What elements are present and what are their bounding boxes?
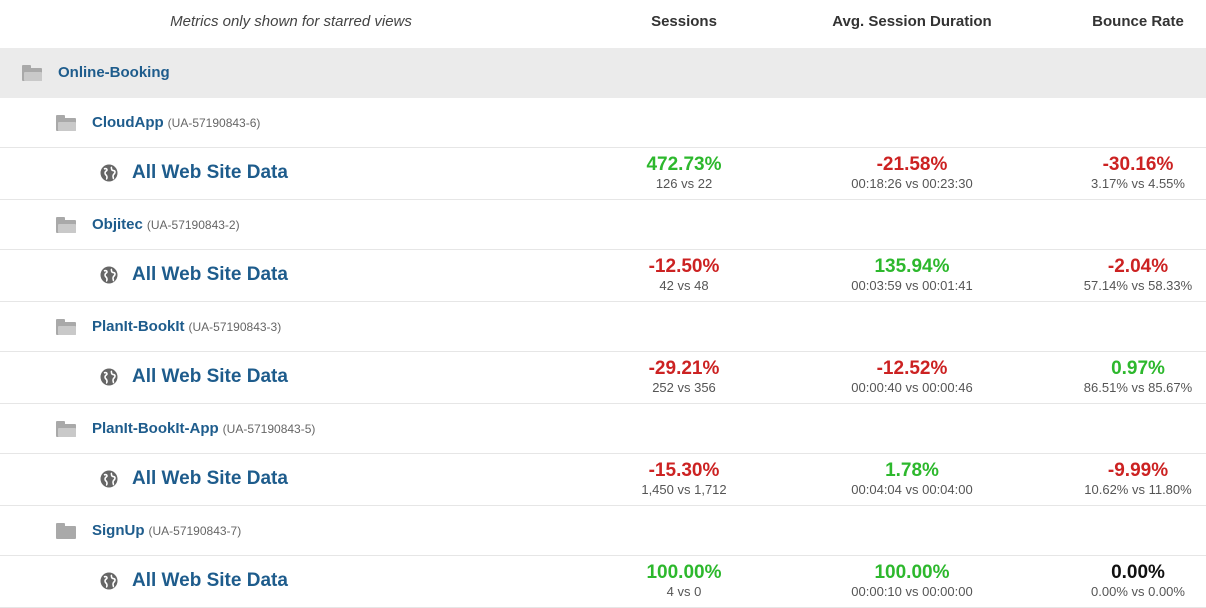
duration-change: 135.94%	[874, 256, 950, 277]
account-name[interactable]: SignUp (UA-57190843-7)	[92, 522, 242, 539]
bounce-change: 0.97%	[1111, 358, 1165, 379]
duration-metric: -21.58% 00:18:26 vs 00:23:30	[811, 154, 1013, 192]
folder-open-icon	[56, 115, 76, 131]
view-row[interactable]: All Web Site Data -12.50% 42 vs 48 135.94…	[0, 250, 1206, 302]
folder-open-icon	[56, 319, 76, 335]
sessions-metric: -12.50% 42 vs 48	[604, 256, 764, 294]
sessions-change: -15.30%	[648, 460, 720, 481]
avg-session-duration-column-header[interactable]: Avg. Session Duration	[832, 13, 992, 30]
bounce-comparison: 57.14% vs 58.33%	[1083, 278, 1193, 293]
sessions-change: -29.21%	[648, 358, 720, 379]
account-name[interactable]: PlanIt-BookIt (UA-57190843-3)	[92, 318, 282, 335]
account-name[interactable]: Objitec (UA-57190843-2)	[92, 216, 240, 233]
duration-change: 100.00%	[874, 562, 950, 583]
sessions-metric: -29.21% 252 vs 356	[604, 358, 764, 396]
group-name[interactable]: Online-Booking	[58, 64, 170, 81]
sessions-comparison: 4 vs 0	[666, 584, 702, 599]
sessions-comparison: 1,450 vs 1,712	[641, 482, 727, 497]
globe-icon	[100, 572, 118, 590]
bounce-change: -9.99%	[1107, 460, 1169, 481]
bounce-change: 0.00%	[1111, 562, 1165, 583]
duration-metric: 1.78% 00:04:04 vs 00:04:00	[811, 460, 1013, 498]
folder-open-icon	[56, 217, 76, 233]
globe-icon	[100, 470, 118, 488]
globe-icon	[100, 266, 118, 284]
duration-comparison: 00:00:40 vs 00:00:46	[851, 380, 973, 395]
view-row[interactable]: All Web Site Data -15.30% 1,450 vs 1,712 …	[0, 454, 1206, 506]
bounce-comparison: 86.51% vs 85.67%	[1083, 380, 1193, 395]
starred-views-note: Metrics only shown for starred views	[170, 13, 412, 30]
folder-open-icon	[56, 421, 76, 437]
sessions-change: 100.00%	[646, 562, 722, 583]
view-name-link[interactable]: All Web Site Data	[132, 366, 288, 387]
sessions-change: 472.73%	[646, 154, 722, 175]
account-row[interactable]: SignUp (UA-57190843-7)	[0, 506, 1206, 556]
view-name-link[interactable]: All Web Site Data	[132, 468, 288, 489]
duration-change: -21.58%	[876, 154, 948, 175]
globe-icon	[100, 368, 118, 386]
account-row[interactable]: Objitec (UA-57190843-2)	[0, 200, 1206, 250]
bounce-change: -30.16%	[1102, 154, 1174, 175]
account-row[interactable]: PlanIt-BookIt (UA-57190843-3)	[0, 302, 1206, 352]
bounce-comparison: 10.62% vs 11.80%	[1084, 482, 1192, 497]
duration-comparison: 00:00:10 vs 00:00:00	[851, 584, 973, 599]
sessions-change: -12.50%	[648, 256, 720, 277]
bounce-rate-column-header[interactable]: Bounce Rate	[1092, 13, 1184, 30]
account-id: (UA-57190843-3)	[188, 320, 282, 334]
view-name-link[interactable]: All Web Site Data	[132, 570, 288, 591]
sessions-metric: -15.30% 1,450 vs 1,712	[604, 460, 764, 498]
bounce-metric: 0.97% 86.51% vs 85.67%	[1068, 358, 1206, 396]
bounce-comparison: 0.00% vs 0.00%	[1091, 584, 1185, 599]
group-row-online-booking[interactable]: Online-Booking	[0, 48, 1206, 98]
sessions-column-header[interactable]: Sessions	[651, 13, 717, 30]
duration-metric: 100.00% 00:00:10 vs 00:00:00	[811, 562, 1013, 600]
globe-icon	[100, 164, 118, 182]
account-row[interactable]: PlanIt-BookIt-App (UA-57190843-5)	[0, 404, 1206, 454]
account-id: (UA-57190843-7)	[148, 524, 242, 538]
duration-change: 1.78%	[885, 460, 939, 481]
duration-metric: -12.52% 00:00:40 vs 00:00:46	[811, 358, 1013, 396]
bounce-metric: -2.04% 57.14% vs 58.33%	[1068, 256, 1206, 294]
account-id: (UA-57190843-6)	[167, 116, 261, 130]
sessions-comparison: 252 vs 356	[652, 380, 716, 395]
view-row[interactable]: All Web Site Data 100.00% 4 vs 0 100.00% 0…	[0, 556, 1206, 608]
bounce-metric: -30.16% 3.17% vs 4.55%	[1068, 154, 1206, 192]
table-header: Metrics only shown for starred views Ses…	[0, 0, 1206, 48]
account-id: (UA-57190843-2)	[146, 218, 240, 232]
view-row[interactable]: All Web Site Data -29.21% 252 vs 356 -12.…	[0, 352, 1206, 404]
sessions-metric: 100.00% 4 vs 0	[604, 562, 764, 600]
sessions-comparison: 42 vs 48	[659, 278, 709, 293]
view-name-link[interactable]: All Web Site Data	[132, 162, 288, 183]
bounce-metric: 0.00% 0.00% vs 0.00%	[1068, 562, 1206, 600]
duration-metric: 135.94% 00:03:59 vs 00:01:41	[811, 256, 1013, 294]
bounce-metric: -9.99% 10.62% vs 11.80%	[1068, 460, 1206, 498]
folder-open-icon	[22, 65, 42, 81]
view-name-link[interactable]: All Web Site Data	[132, 264, 288, 285]
account-id: (UA-57190843-5)	[222, 422, 316, 436]
duration-comparison: 00:03:59 vs 00:01:41	[851, 278, 973, 293]
duration-comparison: 00:18:26 vs 00:23:30	[851, 176, 973, 191]
account-row[interactable]: CloudApp (UA-57190843-6)	[0, 98, 1206, 148]
duration-change: -12.52%	[876, 358, 948, 379]
duration-comparison: 00:04:04 vs 00:04:00	[851, 482, 973, 497]
bounce-comparison: 3.17% vs 4.55%	[1091, 176, 1185, 191]
sessions-comparison: 126 vs 22	[655, 176, 713, 191]
bounce-change: -2.04%	[1107, 256, 1169, 277]
account-name[interactable]: CloudApp (UA-57190843-6)	[92, 114, 261, 131]
folder-icon	[56, 523, 76, 539]
account-name[interactable]: PlanIt-BookIt-App (UA-57190843-5)	[92, 420, 316, 437]
view-row[interactable]: All Web Site Data 472.73% 126 vs 22 -21.5…	[0, 148, 1206, 200]
sessions-metric: 472.73% 126 vs 22	[604, 154, 764, 192]
